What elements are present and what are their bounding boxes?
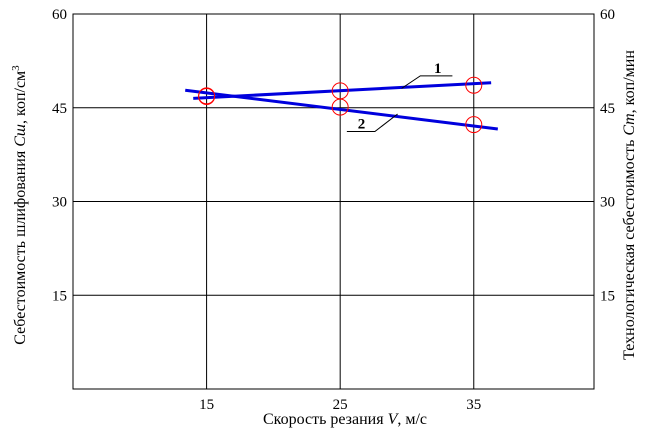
series-line-2 [185,88,498,131]
y-tick-label-right-15: 15 [600,288,615,304]
tick-labels: 15 25 35 60 45 30 15 60 45 30 15 [52,7,615,413]
series-label-leader-1 [401,75,453,89]
grid-lines [73,14,594,389]
x-tick-label-35: 35 [466,397,481,413]
y-tick-label-right-30: 30 [600,195,615,211]
y-tick-label-left-45: 45 [52,101,67,117]
series-group: 12 [185,61,498,134]
data-point-2-2 [331,98,349,116]
data-point-1-3 [465,76,483,94]
y-tick-label-right-60: 60 [600,7,615,23]
y-axis-label-left: Себестоимость шлифования Cш, коп/см3 [10,65,29,345]
x-tick-label-15: 15 [199,397,214,413]
series-line-1 [193,81,492,100]
series-label-1: 1 [434,61,442,77]
x-tick-label-25: 25 [333,397,348,413]
data-point-2-3 [465,116,483,134]
data-point-2-1 [198,87,216,105]
y-tick-label-left-30: 30 [52,195,67,211]
x-axis-label: Скорость резания V, м/с [263,411,427,428]
y-tick-label-left-60: 60 [52,7,67,23]
series-label-2: 2 [358,117,366,133]
y-tick-label-right-45: 45 [600,101,615,117]
y-axis-label-right: Технологическая себестоимость Cт, коп/ми… [621,50,638,360]
series-label-leader-2 [346,113,398,132]
y-tick-label-left-15: 15 [52,288,67,304]
